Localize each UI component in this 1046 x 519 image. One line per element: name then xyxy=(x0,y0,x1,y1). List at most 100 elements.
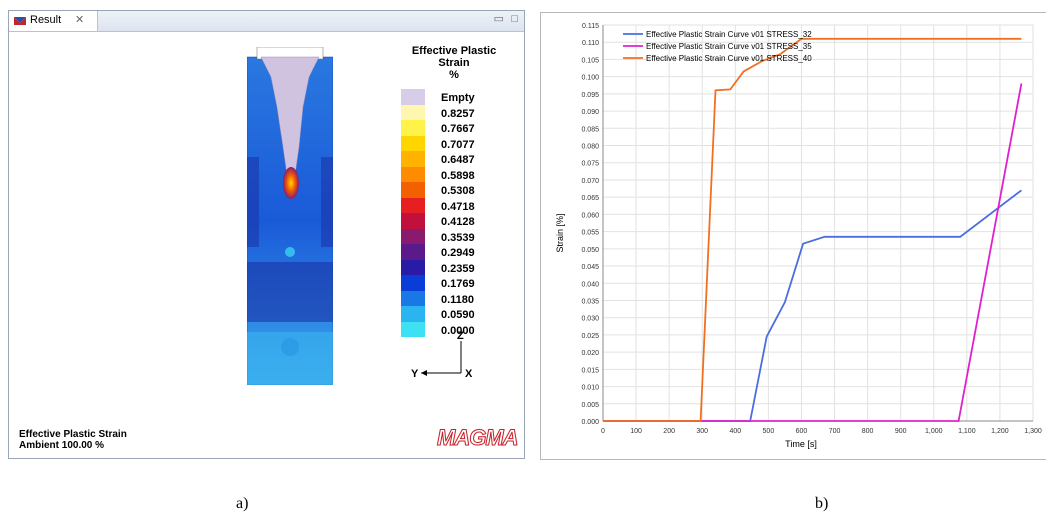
y-tick-label: 0.090 xyxy=(581,109,599,116)
legend-swatch xyxy=(401,213,425,229)
triad-z-label: Z xyxy=(457,330,464,342)
series-line xyxy=(603,83,1023,422)
x-tick-label: 800 xyxy=(862,428,874,435)
chart-axes: 0.000 0.005 0.010 0.015 0.020 0.025 0.030 0.035… xyxy=(581,23,1041,435)
close-icon[interactable]: ✕ xyxy=(75,14,85,26)
legend-label: 0.4718 xyxy=(441,200,475,213)
y-tick-label: 0.055 xyxy=(581,230,599,237)
legend-title-line2: Strain xyxy=(438,57,470,69)
legend-label: 0.3539 xyxy=(441,231,475,244)
y-tick-label: 0.070 xyxy=(581,178,599,185)
x-tick-label: 700 xyxy=(829,428,841,435)
y-tick-label: 0.045 xyxy=(581,264,599,271)
result-icon xyxy=(14,17,26,25)
y-tick-label: 0.085 xyxy=(581,126,599,133)
triad-y-label: Y xyxy=(411,368,419,380)
y-tick-label: 0.015 xyxy=(581,367,599,374)
y-tick-label: 0.080 xyxy=(581,144,599,151)
y-tick-label: 0.005 xyxy=(581,402,599,409)
legend-swatch xyxy=(401,259,425,275)
y-axis-label: Strain [%] xyxy=(555,213,565,252)
legend-label: 0.4128 xyxy=(441,216,475,228)
minimize-icon[interactable]: ▭ xyxy=(493,13,504,25)
legend-entry: Effective Plastic Strain Curve v01 STRES… xyxy=(646,54,812,63)
legend-swatch xyxy=(401,104,425,120)
legend-swatch xyxy=(401,275,425,291)
legend-swatch xyxy=(401,306,425,322)
y-tick-label: 0.000 xyxy=(581,419,599,426)
legend-label: 0.5898 xyxy=(441,169,475,182)
y-tick-label: 0.030 xyxy=(581,316,599,323)
x-tick-label: 400 xyxy=(729,428,741,435)
x-tick-label: 900 xyxy=(895,428,907,435)
tab-bar: Result ✕ ▭ □ xyxy=(9,11,524,32)
legend-label: 0.7077 xyxy=(441,138,475,151)
y-tick-label: 0.110 xyxy=(582,40,599,47)
legend-label: 0.1769 xyxy=(441,278,475,290)
y-tick-label: 0.095 xyxy=(581,92,599,99)
footer-ambient: Ambient 100.00 % xyxy=(19,440,105,451)
legend-label: 0.1180 xyxy=(441,293,475,306)
chart-legend: Effective Plastic Strain Curve v01 STRES… xyxy=(623,30,812,63)
x-tick-label: 600 xyxy=(796,428,808,435)
y-tick-label: 0.075 xyxy=(581,161,599,168)
x-tick-label: 1,300 xyxy=(1024,428,1042,435)
y-tick-label: 0.115 xyxy=(582,23,599,30)
logo-text: MAGMA xyxy=(437,425,520,451)
legend-title: Effective Plastic Strain % xyxy=(404,45,504,81)
x-tick-label: 0 xyxy=(601,428,605,435)
color-legend-bar xyxy=(401,89,425,337)
chart-series xyxy=(603,37,1023,422)
legend-swatch xyxy=(401,166,425,182)
x-tick-label: 1,000 xyxy=(925,428,943,435)
legend-label: 0.7667 xyxy=(441,123,475,135)
legend-swatch xyxy=(401,290,425,306)
legend-swatch xyxy=(401,244,425,260)
legend-title-line3: % xyxy=(449,69,459,81)
legend-title-line1: Effective Plastic xyxy=(411,45,497,57)
y-tick-label: 0.020 xyxy=(581,350,599,357)
legend-swatch xyxy=(401,182,425,198)
legend-swatch xyxy=(401,89,425,105)
y-tick-label: 0.060 xyxy=(581,212,599,219)
strain-line-chart: 0.000 0.005 0.010 0.015 0.020 0.025 0.030 0.035… xyxy=(555,23,1042,449)
series-line xyxy=(603,37,1022,422)
legend-label: 0.5308 xyxy=(441,185,475,197)
tab-label: Result xyxy=(30,14,62,26)
x-tick-label: 1,100 xyxy=(958,428,976,435)
tab-result[interactable]: Result ✕ xyxy=(9,11,98,31)
magma-logo: MAGMA xyxy=(437,425,520,451)
chart-grid xyxy=(602,24,1034,422)
maximize-icon[interactable]: □ xyxy=(511,13,518,25)
legend-swatch xyxy=(401,321,425,337)
legend-swatch xyxy=(401,197,425,213)
legend-swatch xyxy=(401,120,425,136)
strain-chart-panel: 0.000 0.005 0.010 0.015 0.020 0.025 0.030 0.035… xyxy=(540,12,1046,460)
series-line xyxy=(603,189,1022,422)
y-tick-label: 0.065 xyxy=(581,195,599,202)
x-tick-label: 1,200 xyxy=(991,428,1009,435)
x-tick-label: 300 xyxy=(696,428,708,435)
legend-label: 0.0000 xyxy=(441,324,475,337)
result-window: Result ✕ ▭ □ xyxy=(8,10,525,459)
legend-label: 0.6487 xyxy=(441,154,475,166)
caption-b: b) xyxy=(815,495,829,512)
y-tick-label: 0.035 xyxy=(581,298,599,305)
legend-entry: Effective Plastic Strain Curve v01 STRES… xyxy=(646,42,812,51)
footer-quantity: Effective Plastic Strain xyxy=(19,429,127,440)
casting-contour-image xyxy=(247,47,333,385)
legend-label: 0.2359 xyxy=(441,262,475,275)
triad-x-label: X xyxy=(465,368,473,380)
y-tick-label: 0.025 xyxy=(581,333,599,340)
x-tick-label: 100 xyxy=(630,428,642,435)
legend-label: 0.8257 xyxy=(441,107,475,120)
y-tick-label: 0.105 xyxy=(581,57,599,64)
legend-swatch xyxy=(401,151,425,167)
axis-triad: Z Y X xyxy=(411,330,473,380)
x-axis-label: Time [s] xyxy=(785,439,817,449)
caption-a: a) xyxy=(236,495,249,512)
y-tick-label: 0.040 xyxy=(581,281,599,288)
y-tick-label: 0.010 xyxy=(581,385,599,392)
legend-entry: Effective Plastic Strain Curve v01 STRES… xyxy=(646,30,812,39)
legend-swatch xyxy=(401,228,425,244)
